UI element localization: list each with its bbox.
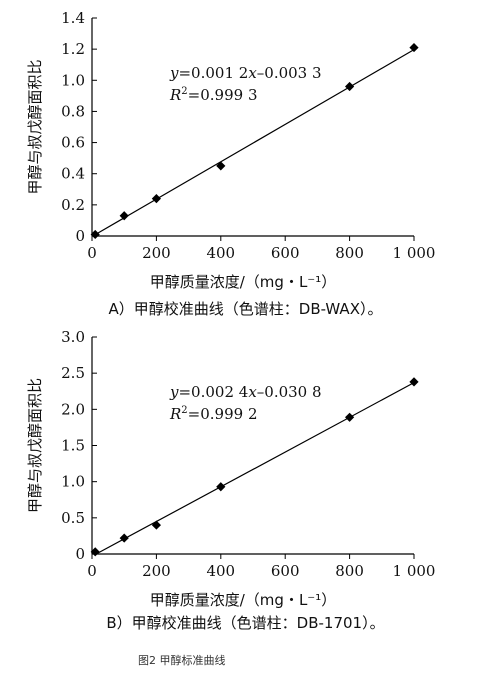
x-tick-label: 200: [142, 244, 171, 262]
figure-caption: 图2 甲醇标准曲线: [138, 654, 226, 667]
x-tick-label: 1 000: [393, 244, 436, 262]
data-point: [151, 194, 161, 204]
y-tick-label: 0.6: [61, 134, 85, 152]
data-point: [119, 533, 129, 543]
x-tick-label: 400: [206, 562, 235, 580]
panel-a-caption: A）甲醇校准曲线（色谱柱：DB-WAX）。: [108, 300, 383, 318]
chart-panel-a: 0 0.2 0.4 0.6 0.8 1.0 1.2 1.4 0 200 400 600 800 1 000…: [0, 0, 491, 330]
data-point: [216, 482, 226, 492]
x-tick-label: 0: [87, 244, 97, 262]
y-tick-label: 2.5: [61, 364, 85, 382]
y-tick-label: 0.8: [61, 102, 85, 120]
x-axis-title: 甲醇质量浓度/（mg・L⁻¹）: [150, 591, 336, 609]
y-tick-label: 1.2: [61, 40, 85, 58]
r-squared: R2=0.999 2: [169, 405, 258, 423]
y-tick-label: 1.0: [61, 473, 85, 491]
y-tick-label: 0.5: [61, 509, 85, 527]
calibration-chart-a: 0 0.2 0.4 0.6 0.8 1.0 1.2 1.4 0 200 400 600 800 1 000…: [26, 9, 436, 291]
y-tick-label: 0.2: [61, 196, 85, 214]
y-tick-label: 3.0: [61, 328, 85, 346]
y-tick-label: 1.5: [61, 437, 85, 455]
y-tick-label: 0: [75, 545, 85, 563]
data-point: [90, 229, 100, 240]
data-point: [409, 42, 419, 53]
data-point: [216, 161, 226, 171]
x-tick-label: 0: [87, 562, 97, 580]
x-tick-label: 200: [142, 562, 171, 580]
r-squared: R2=0.999 3: [169, 86, 258, 104]
x-tick-label: 800: [335, 244, 364, 262]
regression-equation: y=0.001 2x–0.003 3: [169, 64, 322, 82]
regression-line: [94, 49, 415, 236]
y-axis-title: 甲醇与叔戊醇面积比: [26, 59, 44, 194]
data-point: [119, 211, 129, 221]
x-tick-label: 1 000: [393, 562, 436, 580]
data-point: [345, 412, 355, 422]
panel-b-caption: B）甲醇校准曲线（色谱柱：DB-1701）。: [106, 614, 385, 632]
x-tick-label: 600: [271, 562, 300, 580]
regression-line: [94, 382, 415, 556]
x-tick-label: 600: [271, 244, 300, 262]
x-tick-label: 800: [335, 562, 364, 580]
x-tick-label: 400: [206, 244, 235, 262]
data-point: [409, 377, 419, 387]
y-tick-label: 0.4: [61, 165, 85, 183]
calibration-chart-b: 0 0.5 1.0 1.5 2.0 2.5 3.0 0 200 400 600 800 1 000 y=0…: [26, 328, 436, 609]
x-axis-title: 甲醇质量浓度/（mg・L⁻¹）: [150, 273, 336, 291]
chart-panel-b: 0 0.5 1.0 1.5 2.0 2.5 3.0 0 200 400 600 800 1 000 y=0…: [0, 328, 491, 642]
data-point: [345, 81, 355, 92]
regression-equation: y=0.002 4x–0.030 8: [169, 383, 322, 401]
data-point: [151, 520, 161, 530]
y-tick-label: 2.0: [61, 400, 85, 418]
y-tick-label: 0: [75, 227, 85, 245]
y-tick-label: 1.4: [61, 9, 85, 27]
y-axis-title: 甲醇与叔戊醇面积比: [26, 378, 44, 513]
y-tick-label: 1.0: [61, 71, 85, 89]
